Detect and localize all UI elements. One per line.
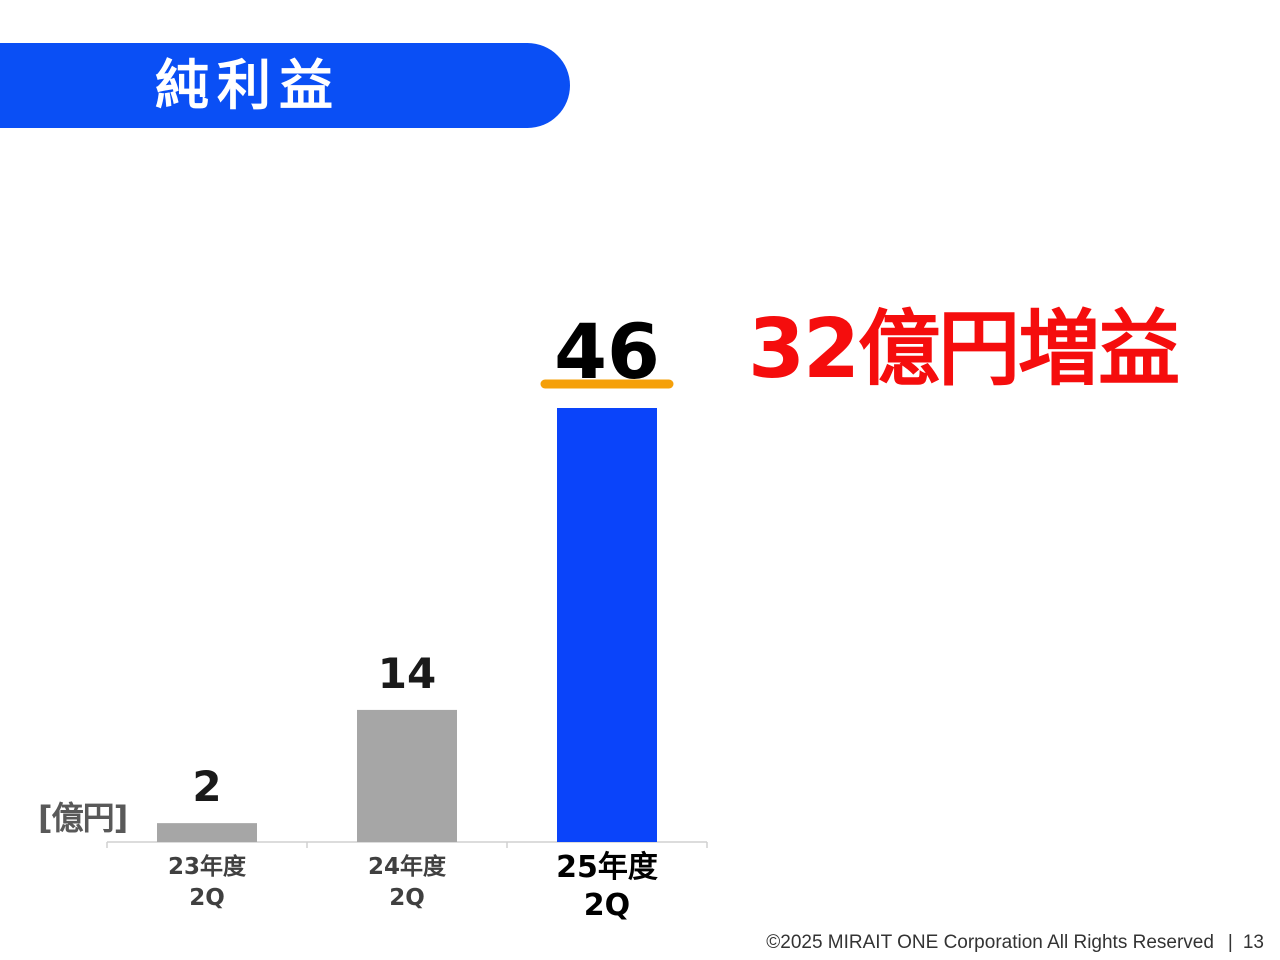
page-number: 13 xyxy=(1242,932,1264,953)
category-label: 23年度 xyxy=(168,853,247,880)
bar-2 xyxy=(357,709,457,842)
copyright-text: ©2025 MIRAIT ONE Corporation All Rights … xyxy=(766,932,1214,953)
category-label: 24年度 xyxy=(368,853,447,880)
profit-increase-callout: 32億円増益 xyxy=(748,302,1180,397)
bar-value-label: 2 xyxy=(192,762,221,811)
footer-separator: | xyxy=(1227,932,1233,953)
category-label: 2Q xyxy=(389,885,425,911)
title-banner: 純利益 xyxy=(0,43,570,128)
category-label: 2Q xyxy=(189,885,225,911)
bar-3 xyxy=(557,408,657,842)
page-title: 純利益 xyxy=(155,54,341,117)
footer: ©2025 MIRAIT ONE Corporation All Rights … xyxy=(766,932,1264,954)
category-label: 25年度 xyxy=(556,850,658,885)
bar-1 xyxy=(157,823,257,842)
category-label: 2Q xyxy=(584,888,630,923)
unit-label: [億円] xyxy=(38,799,128,837)
bar-value-label: 14 xyxy=(378,649,436,698)
